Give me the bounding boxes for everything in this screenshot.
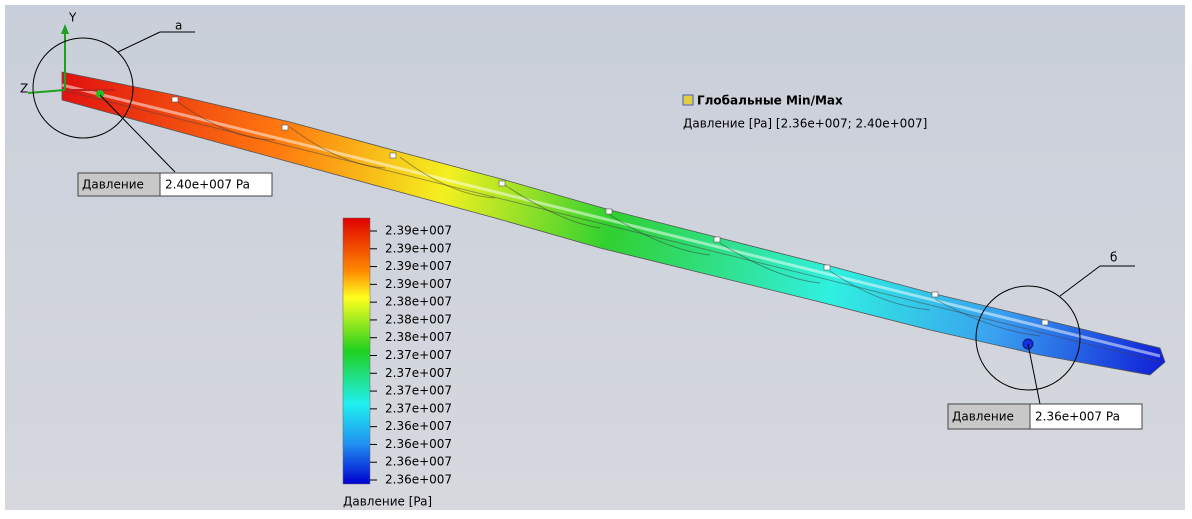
legend-label: 2.36e+007 xyxy=(385,419,452,433)
legend-title: Давление [Pa] xyxy=(343,495,432,509)
probe-min: Давление 2.36e+007 Pa xyxy=(948,404,1142,429)
axis-label: Y xyxy=(68,11,77,25)
viewport-background xyxy=(5,5,1185,510)
legend-label: 2.38e+007 xyxy=(385,295,452,309)
legend-label: 2.39e+007 xyxy=(385,224,452,238)
probe-label: Давление xyxy=(82,178,144,192)
probe-label: Давление xyxy=(952,410,1014,424)
axis-label: Z xyxy=(20,82,28,96)
legend-label: 2.36e+007 xyxy=(385,473,452,487)
probe-max: Давление 2.40e+007 Pa xyxy=(78,173,272,196)
minmax-text: Давление [Pa] [2.36e+007; 2.40e+007] xyxy=(683,117,927,131)
legend-label: 2.37e+007 xyxy=(385,384,452,398)
legend-label: 2.37e+007 xyxy=(385,348,452,362)
legend-label: 2.37e+007 xyxy=(385,401,452,415)
legend-label: 2.39e+007 xyxy=(385,241,452,255)
simulation-view: Y Z а б Давление 2.40e+007 Pa Давление 2… xyxy=(0,0,1192,515)
legend-label: 2.37e+007 xyxy=(385,366,452,380)
callout-label: а xyxy=(175,19,182,33)
callout-label: б xyxy=(1110,251,1117,265)
legend-label: 2.39e+007 xyxy=(385,277,452,291)
minmax-title: Глобальные Min/Max xyxy=(697,94,843,108)
legend-label: 2.38e+007 xyxy=(385,330,452,344)
legend-label: 2.39e+007 xyxy=(385,259,452,273)
probe-value: 2.36e+007 Pa xyxy=(1035,410,1120,424)
legend-label: 2.38e+007 xyxy=(385,312,452,326)
probe-value: 2.40e+007 Pa xyxy=(165,178,250,192)
legend-label: 2.36e+007 xyxy=(385,455,452,469)
legend-label: 2.36e+007 xyxy=(385,437,452,451)
